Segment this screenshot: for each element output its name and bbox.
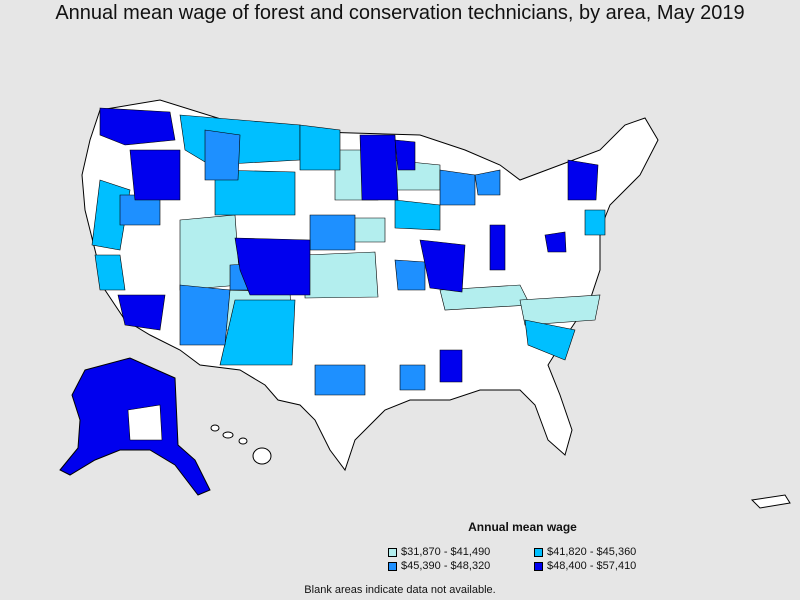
legend-item-4: $48,400 - $57,410 <box>534 560 636 572</box>
wage-band-4-regions <box>99 107 599 383</box>
legend-item-3: $45,390 - $48,320 <box>388 560 490 572</box>
legend-swatch-2 <box>534 547 543 557</box>
legend-label-3: $45,390 - $48,320 <box>401 560 491 572</box>
legend-item-1: $31,870 - $41,490 <box>388 546 490 558</box>
legend-label-2: $41,820 - $45,360 <box>547 546 637 558</box>
alaska-interior-area <box>127 404 163 441</box>
legend-label-4: $48,400 - $57,410 <box>547 560 637 572</box>
legend-swatch-4 <box>534 561 543 571</box>
legend-title: Annual mean wage <box>468 520 577 534</box>
map-title: Annual mean wage of forest and conservat… <box>55 2 745 24</box>
legend-swatch-1 <box>388 547 397 557</box>
legend-swatch-3 <box>388 561 397 571</box>
legend-label-1: $31,870 - $41,490 <box>401 546 491 558</box>
wage-band-3-regions <box>119 129 501 396</box>
legend-item-2: $41,820 - $45,360 <box>534 546 636 558</box>
puerto-rico-shape <box>750 494 791 509</box>
footnote: Blank areas indicate data not available. <box>304 584 496 596</box>
hawaii-islands <box>210 424 272 465</box>
